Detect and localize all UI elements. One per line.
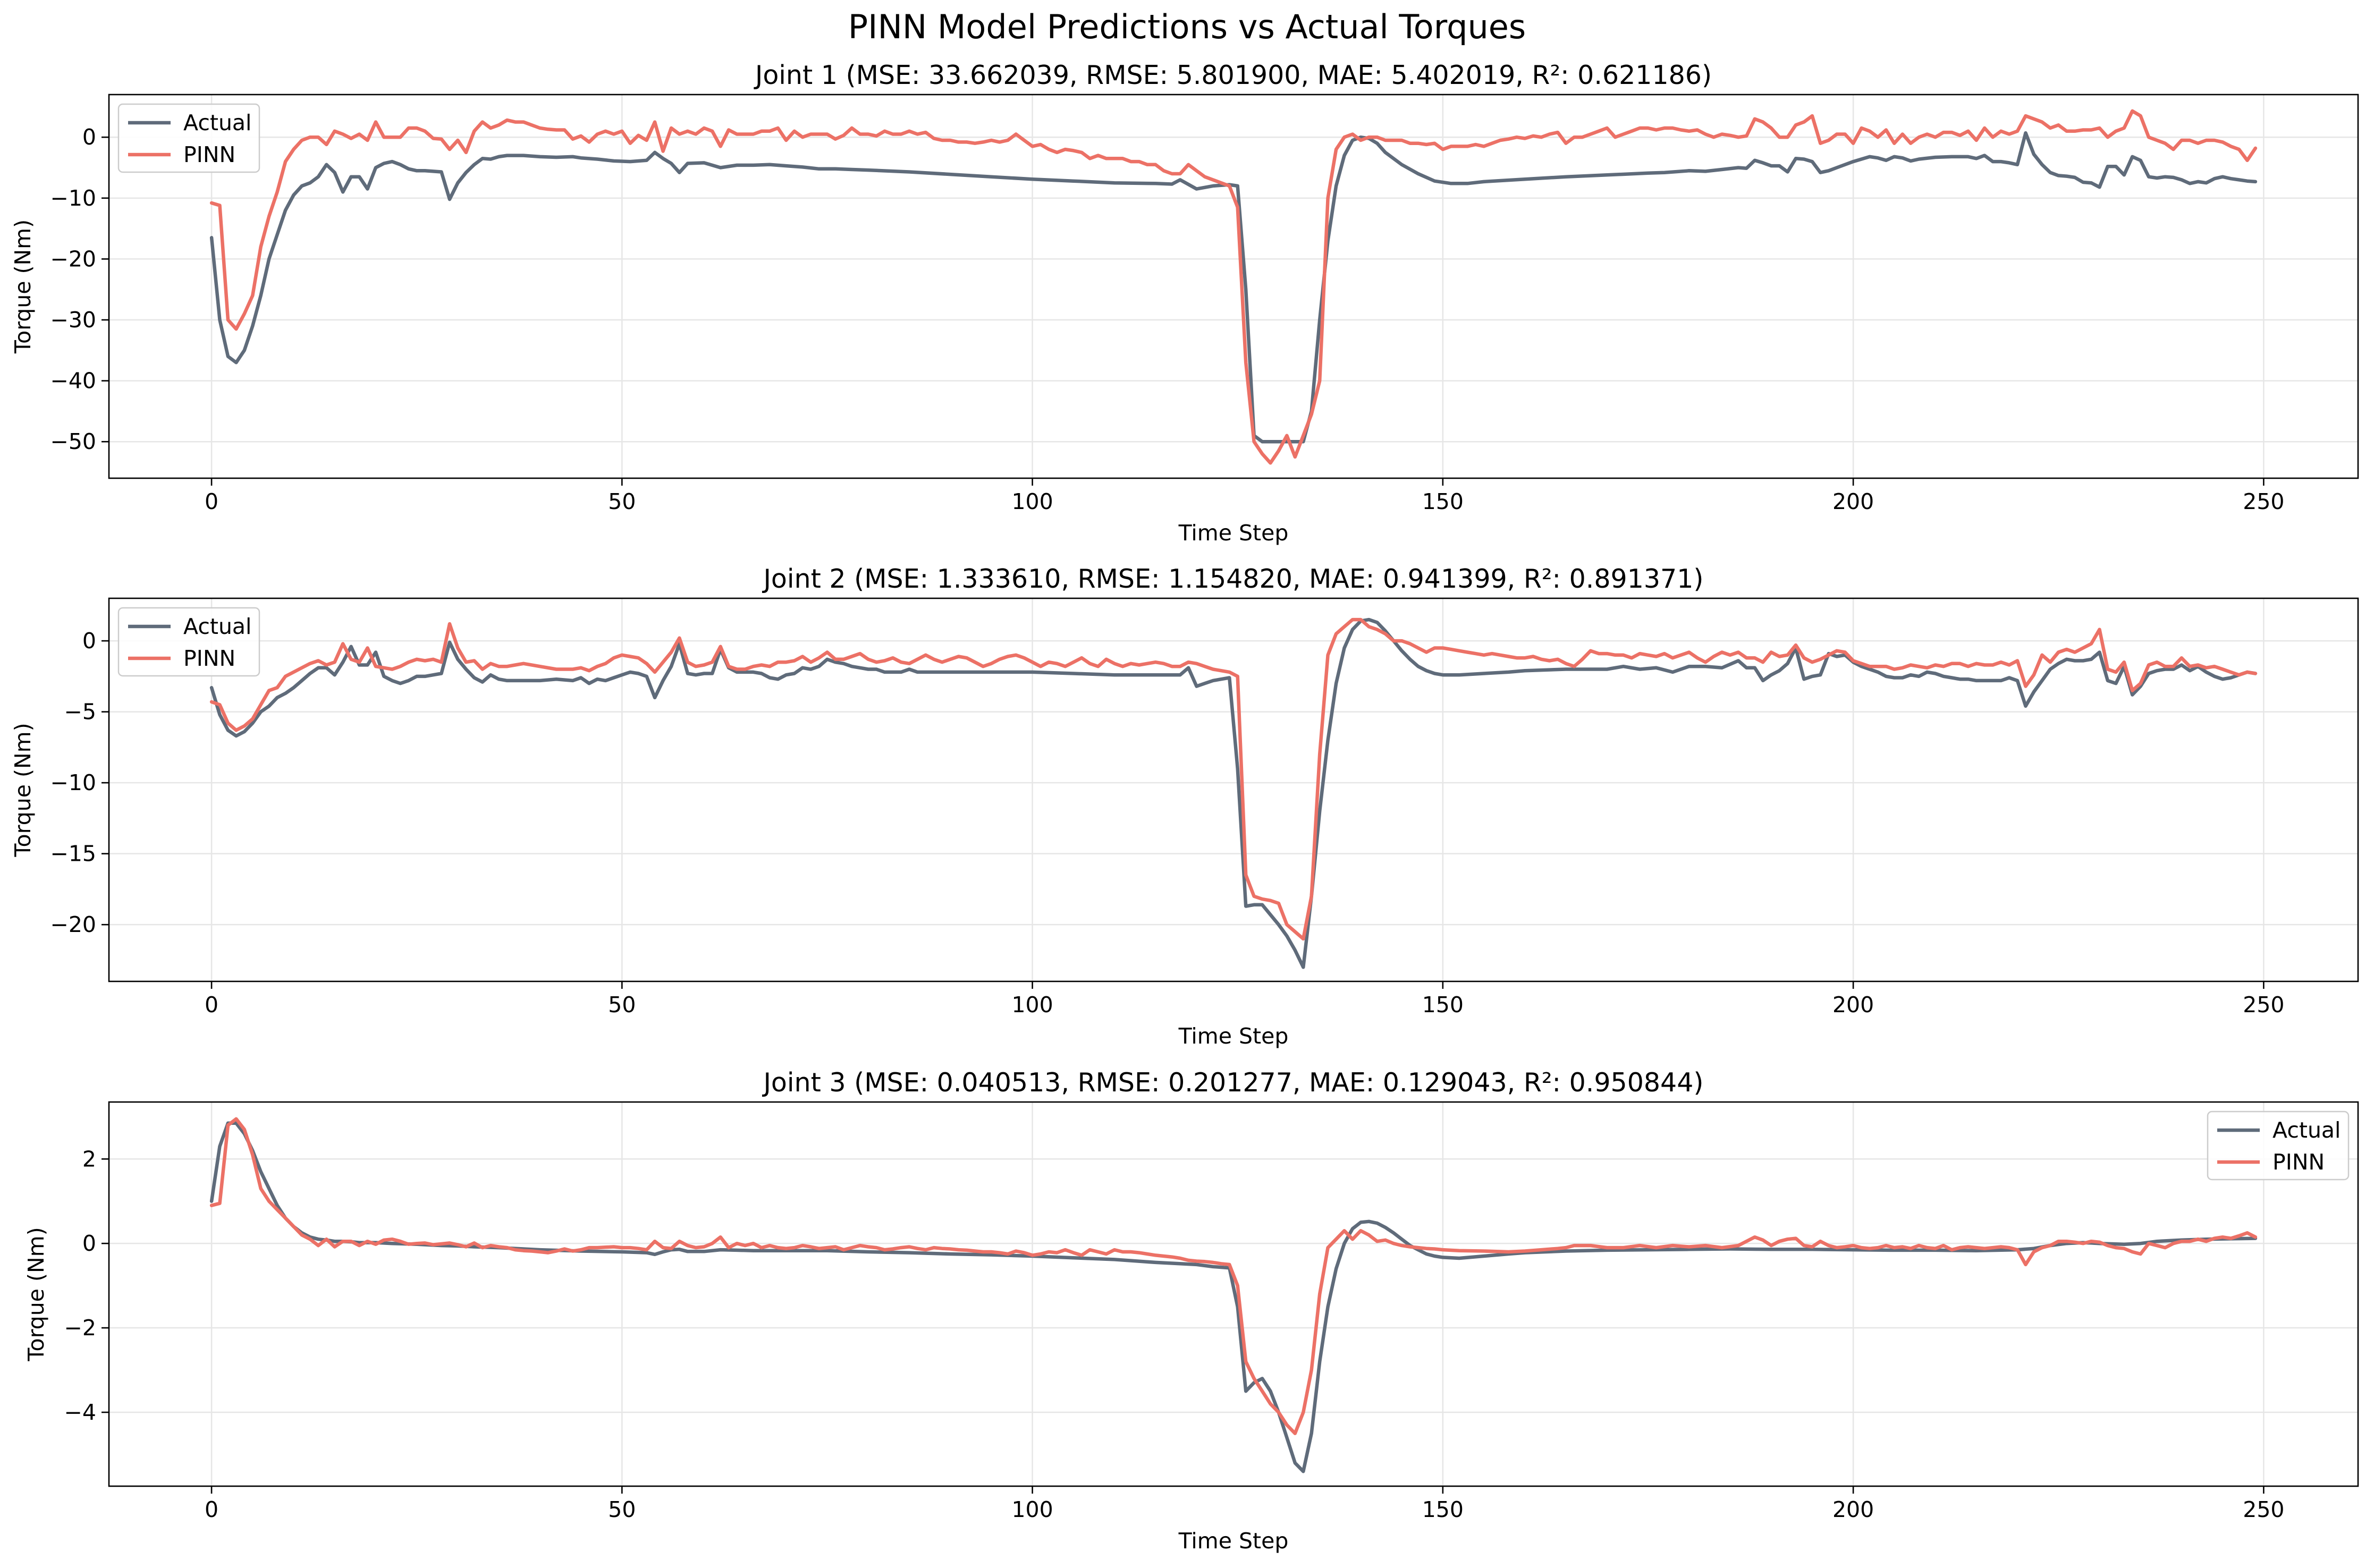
series-line-pinn	[209, 617, 2258, 941]
y-tick-label: 2	[82, 1146, 96, 1172]
plot-frame	[108, 94, 2359, 479]
y-tick-label: −20	[50, 912, 96, 937]
x-tick-label: 100	[1011, 489, 1053, 514]
y-tick-label: −15	[50, 841, 96, 867]
x-tick-label: 150	[1422, 1497, 1464, 1522]
figure-title: PINN Model Predictions vs Actual Torques	[848, 7, 1526, 46]
subplot-joint-2: 0 50 100 150 200 250 −20 −15 −10 −5 0 Joint 2 (MSE:…	[10, 564, 2359, 1049]
x-tick-label: 200	[1832, 992, 1874, 1018]
y-tick-label: 0	[82, 1231, 96, 1256]
series-line-actual	[209, 131, 2258, 444]
subplot-joint-1: 0 50 100 150 200 250 −50 −40 −30 −20 −10 0 Joint 1 (…	[10, 60, 2359, 546]
y-tick-label: −20	[50, 246, 96, 272]
x-tick-label: 50	[608, 1497, 636, 1522]
legend-label-pinn: PINN	[183, 646, 235, 671]
plot-frame	[108, 597, 2359, 982]
x-tick-label: 200	[1832, 1497, 1874, 1522]
legend: Actual PINN	[117, 103, 260, 173]
subplot-title: Joint 3 (MSE: 0.040513, RMSE: 0.201277, …	[762, 1067, 1703, 1098]
y-tick-label: −4	[64, 1400, 96, 1425]
subplot-joint-3: 0 50 100 150 200 250 −4 −2 0 2 Joint 3 (MSE: 0.040…	[23, 1067, 2359, 1554]
x-tick-label: 50	[608, 489, 636, 514]
x-axis-label: Time Step	[1178, 520, 1289, 546]
series-line-pinn	[209, 1117, 2258, 1435]
x-tick-label: 0	[205, 992, 218, 1018]
plot-frame	[108, 1101, 2359, 1487]
series-line-actual	[209, 1121, 2258, 1473]
legend: Actual PINN	[2207, 1111, 2350, 1181]
x-tick-label: 150	[1422, 992, 1464, 1018]
series-line-pinn	[209, 109, 2258, 465]
series-line-actual	[209, 617, 2258, 969]
y-tick-label: −40	[50, 368, 96, 394]
x-tick-label: 150	[1422, 489, 1464, 514]
x-tick-label: 100	[1011, 992, 1053, 1018]
y-axis-label: Torque (Nm)	[10, 723, 36, 857]
legend-label-pinn: PINN	[183, 142, 235, 167]
x-tick-label: 250	[2243, 992, 2284, 1018]
y-tick-label: −30	[50, 307, 96, 333]
y-tick-label: 0	[82, 124, 96, 150]
y-tick-label: −10	[50, 770, 96, 795]
y-axis-label: Torque (Nm)	[10, 219, 36, 354]
x-tick-label: 250	[2243, 489, 2284, 514]
x-tick-label: 250	[2243, 1497, 2284, 1522]
legend-label-actual: Actual	[183, 110, 251, 135]
subplot-title: Joint 1 (MSE: 33.662039, RMSE: 5.801900,…	[754, 60, 1712, 90]
x-tick-label: 100	[1011, 1497, 1053, 1522]
legend-label-actual: Actual	[183, 614, 251, 639]
legend-label-actual: Actual	[2272, 1117, 2341, 1143]
x-axis-label: Time Step	[1178, 1528, 1289, 1554]
x-tick-label: 0	[205, 489, 218, 514]
x-tick-label: 0	[205, 1497, 218, 1522]
legend: Actual PINN	[117, 607, 260, 677]
x-tick-label: 50	[608, 992, 636, 1018]
legend-label-pinn: PINN	[2272, 1149, 2325, 1175]
x-axis-label: Time Step	[1178, 1023, 1289, 1049]
y-tick-label: 0	[82, 628, 96, 654]
subplot-title: Joint 2 (MSE: 1.333610, RMSE: 1.154820, …	[762, 564, 1703, 594]
y-tick-label: −50	[50, 429, 96, 454]
x-tick-label: 200	[1832, 489, 1874, 514]
y-tick-label: −10	[50, 185, 96, 211]
y-axis-label: Torque (Nm)	[23, 1227, 49, 1361]
y-tick-label: −5	[64, 699, 96, 725]
y-tick-label: −2	[64, 1315, 96, 1341]
